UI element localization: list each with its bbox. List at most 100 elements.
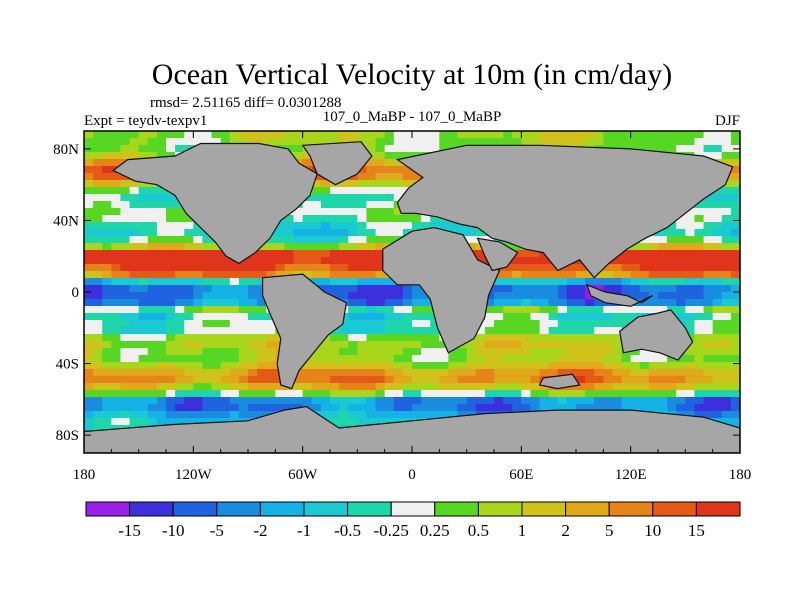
field-cell xyxy=(612,369,623,377)
field-cell xyxy=(193,264,204,272)
field-cell xyxy=(366,320,377,328)
field-cell xyxy=(147,369,158,377)
field-cell xyxy=(202,271,213,279)
field-cell xyxy=(193,355,204,363)
field-cell xyxy=(484,313,495,321)
field-cell xyxy=(503,341,513,349)
field-cell xyxy=(676,299,686,307)
field-cell xyxy=(730,327,740,335)
field-cell xyxy=(421,390,431,398)
field-cell xyxy=(193,299,204,307)
field-cell xyxy=(639,250,650,258)
field-cell xyxy=(576,131,586,139)
field-cell xyxy=(120,236,131,244)
field-cell xyxy=(93,313,103,321)
field-cell xyxy=(503,327,513,335)
field-cell xyxy=(630,404,641,412)
field-cell xyxy=(129,299,140,307)
field-cell xyxy=(129,327,140,335)
field-cell xyxy=(439,355,450,363)
field-cell xyxy=(257,376,267,384)
field-cell xyxy=(211,320,222,328)
field-cell xyxy=(348,215,358,223)
field-cell xyxy=(330,236,340,244)
field-cell xyxy=(375,292,386,300)
field-cell xyxy=(512,271,522,279)
field-cell xyxy=(530,313,541,321)
field-cell xyxy=(238,390,249,398)
field-cell xyxy=(639,348,650,356)
field-cell xyxy=(621,362,632,370)
field-cell xyxy=(211,397,222,405)
field-cell xyxy=(330,376,340,384)
field-cell xyxy=(220,341,231,349)
field-cell xyxy=(612,404,623,412)
field-cell xyxy=(503,362,513,370)
field-cell xyxy=(357,334,368,342)
field-cell xyxy=(266,348,276,356)
field-cell xyxy=(229,376,240,384)
field-cell xyxy=(603,397,614,405)
field-cell xyxy=(667,404,677,412)
field-cell xyxy=(93,222,103,230)
field-cell xyxy=(694,145,705,153)
field-cell xyxy=(512,348,522,356)
field-cell xyxy=(484,306,495,314)
field-cell xyxy=(120,264,131,272)
field-cell xyxy=(685,369,696,377)
field-cell xyxy=(238,411,249,419)
field-cell xyxy=(694,264,705,272)
field-cell xyxy=(311,348,322,356)
field-cell xyxy=(557,131,568,139)
field-cell xyxy=(111,222,122,230)
field-cell xyxy=(721,341,732,349)
field-cell xyxy=(457,397,468,405)
field-cell xyxy=(566,313,577,321)
field-cell xyxy=(494,313,504,321)
field-cell xyxy=(102,264,112,272)
field-cell xyxy=(257,271,267,279)
field-cell xyxy=(102,222,112,230)
field-cell xyxy=(685,138,696,146)
field-cell xyxy=(521,138,532,146)
field-cell xyxy=(129,404,140,412)
field-cell xyxy=(402,145,413,153)
field-cell xyxy=(129,418,140,426)
field-cell xyxy=(339,362,349,370)
field-cell xyxy=(621,320,632,328)
field-cell xyxy=(156,313,167,321)
field-cell xyxy=(220,264,231,272)
field-cell xyxy=(475,362,486,370)
field-cell xyxy=(202,341,213,349)
field-cell xyxy=(548,334,559,342)
land-antarctica xyxy=(84,405,740,453)
field-cell xyxy=(220,334,231,342)
field-cell xyxy=(639,355,650,363)
field-cell xyxy=(557,138,568,146)
field-cell xyxy=(238,264,249,272)
field-cell xyxy=(348,173,358,181)
field-cell xyxy=(612,390,623,398)
field-cell xyxy=(156,383,167,391)
field-cell xyxy=(320,341,331,349)
field-cell xyxy=(676,369,686,377)
field-cell xyxy=(84,159,94,167)
field-cell xyxy=(211,411,222,419)
field-cell xyxy=(703,327,714,335)
colorbar-swatch xyxy=(129,501,174,517)
field-cell xyxy=(457,362,468,370)
field-cell xyxy=(229,131,240,139)
field-cell xyxy=(412,306,422,314)
field-cell xyxy=(184,292,194,300)
field-cell xyxy=(712,243,723,251)
field-cell xyxy=(421,292,431,300)
field-cell xyxy=(156,390,167,398)
field-cell xyxy=(566,264,577,272)
field-cell xyxy=(102,278,112,286)
field-cell xyxy=(84,397,94,405)
field-cell xyxy=(357,166,368,174)
field-cell xyxy=(685,285,696,293)
field-cell xyxy=(676,285,686,293)
field-cell xyxy=(266,236,276,244)
field-cell xyxy=(166,138,176,146)
